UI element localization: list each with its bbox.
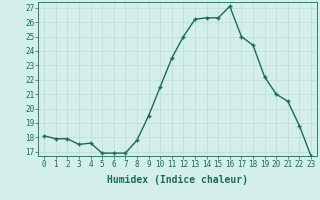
X-axis label: Humidex (Indice chaleur): Humidex (Indice chaleur) [107, 175, 248, 185]
